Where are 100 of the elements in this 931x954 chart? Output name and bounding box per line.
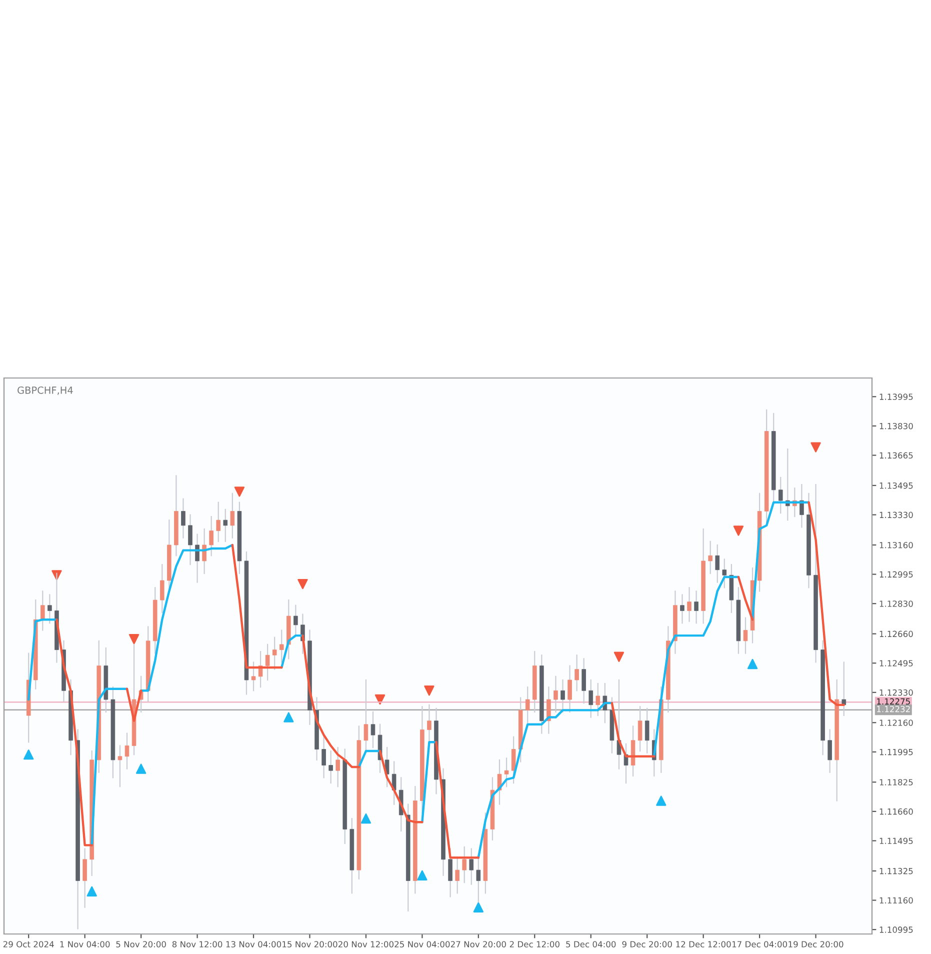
y-tick-label: 1.12995 [880,571,913,578]
ref-line-label: 1.12232 [877,706,910,712]
candlestick [596,682,600,716]
candlestick [336,746,340,788]
point [374,694,386,705]
candlestick [370,711,376,748]
y-tick-label: 1.12495 [880,660,913,666]
x-tick-label: 29 Oct 2024 [3,941,54,948]
candlestick [554,676,558,713]
candlestick [216,502,221,542]
candlestick [842,662,846,716]
point [360,813,372,824]
y-tick-label: 1.13495 [880,482,913,489]
x-tick-label: 12 Dec 12:00 [676,941,731,948]
candlestick [427,704,432,743]
ref-line-label: 1.12275 [877,698,910,705]
candlestick [743,617,748,654]
candlestick [124,732,130,770]
point [24,750,34,760]
candlestick [644,708,650,754]
point [298,578,308,590]
point [747,658,758,670]
candlestick [82,848,87,908]
candlestick [800,484,804,528]
candlestick [364,679,368,752]
x-tick-label: 15 Nov 20:00 [282,941,338,948]
point [128,634,140,644]
candlestick [160,564,164,614]
point [86,886,97,896]
candlestick [40,590,45,631]
x-tick-label: 5 Dec 04:00 [566,941,616,948]
candlestick [828,729,832,773]
point [284,712,294,722]
y-tick-label: 1.13830 [880,422,913,430]
candlestick [588,679,594,718]
candlestick [195,534,200,583]
x-tick-label: 20 Nov 12:00 [338,941,394,948]
candlestick [48,594,52,624]
y-tick-label: 1.11660 [880,808,913,815]
candlestick [582,658,586,704]
point [614,652,624,662]
candlestick [279,630,284,663]
y-tick-label: 1.11325 [880,868,913,874]
candlestick [455,857,460,894]
candlestick [638,706,642,752]
candlestick [497,759,502,805]
candlestick [568,665,572,713]
candlestick [680,594,684,624]
point [810,442,821,452]
candlestick [469,848,474,885]
candlestick [574,654,579,692]
x-tick-label: 27 Nov 20:00 [450,941,506,948]
candlestick [294,604,298,636]
candlestick [778,476,783,514]
candlestick [223,508,228,542]
x-tick-label: 13 Nov 04:00 [226,941,282,948]
point [656,796,666,806]
candlestick [708,540,712,574]
candlestick [322,736,326,778]
y-tick-label: 1.11160 [880,897,913,904]
text: GBPCHF,H4 [18,386,73,395]
x-tick-label: 19 Dec 20:00 [788,941,844,948]
y-tick-label: 1.13330 [880,512,913,518]
candlestick [546,686,551,734]
point [424,686,434,696]
x-tick-label: 17 Dec 04:00 [732,941,788,948]
y-tick-label: 1.12660 [880,630,913,638]
y-tick-label: 1.13995 [880,394,913,400]
candlestick [118,745,122,788]
candlestick [694,590,698,624]
candlestick [476,857,481,903]
point [473,902,484,912]
x-tick-label: 2 Dec 12:00 [510,941,560,948]
y-tick-label: 1.11825 [880,779,913,786]
x-tick-label: 9 Dec 20:00 [622,941,672,948]
candlestick [462,846,466,884]
y-tick-label: 1.11495 [880,838,913,844]
point [417,870,428,880]
x-tick-label: 8 Nov 12:00 [172,941,222,948]
candlestick [715,544,720,583]
point [136,764,146,774]
candlestick [722,558,727,588]
candlestick [188,514,192,566]
candlestick [392,761,396,805]
y-tick-label: 1.13160 [880,542,913,548]
candlestick [251,662,256,692]
x-tick-label: 25 Nov 04:00 [394,941,450,948]
candlestick [181,498,186,538]
candlestick [525,686,530,724]
candlestick [687,587,692,622]
point [234,486,245,497]
candlestick [230,492,235,538]
candlestick [258,651,263,688]
candlestick [328,750,333,784]
y-tick-label: 1.12160 [880,720,913,726]
candlestick [504,758,509,788]
x-tick-label: 5 Nov 20:00 [116,941,166,948]
y-tick-label: 1.10995 [880,926,913,933]
x-tick-label: 1 Nov 04:00 [60,941,110,948]
y-tick-label: 1.12330 [880,689,913,696]
